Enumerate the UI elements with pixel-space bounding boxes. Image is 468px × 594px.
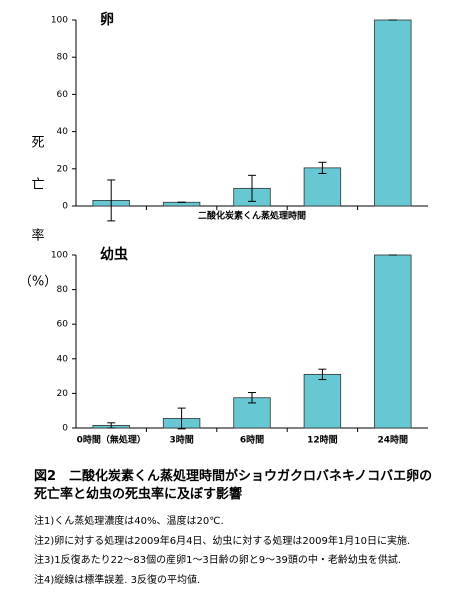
y-tick-label: 60 — [57, 90, 69, 100]
x-tick-label: 3時間 — [169, 434, 193, 446]
y-tick-label: 40 — [57, 127, 69, 137]
error-bar — [248, 174, 256, 202]
y-tick-label: 40 — [57, 354, 69, 364]
y-tick-label: 100 — [51, 16, 68, 26]
note: 注3)1反復あたり22～83個の産卵1～3日齢の卵と9～39頭の中・老齢幼虫を供… — [34, 555, 402, 566]
y-axis-title: （%） — [19, 275, 57, 290]
y-tick-label: 100 — [51, 251, 68, 261]
note: 注2)卵に対する処理は2009年6月4日、幼虫に対する処理は2009年1月10日… — [34, 535, 411, 547]
bar — [303, 167, 342, 207]
panel-title: 卵 — [100, 11, 114, 28]
y-axis-title: 亡 — [31, 178, 44, 193]
error-bar — [318, 161, 327, 174]
error-bar — [318, 368, 327, 381]
y-tick-label: 20 — [57, 164, 69, 174]
error-bar — [177, 407, 186, 430]
y-tick-label: 0 — [62, 424, 68, 434]
panel-title: 幼虫 — [100, 246, 128, 263]
caption: 図2 二酸化炭素くん蒸処理時間がショウガクロバネキノコバエ卵の死亡率と幼虫の死虫… — [34, 469, 433, 502]
y-tick-label: 80 — [57, 53, 69, 63]
x-axis-title: 二酸化炭素くん蒸処理時間 — [198, 210, 306, 222]
bar — [303, 373, 342, 429]
note: 注1)くん蒸処理濃度は40%、温度は20℃. — [34, 516, 224, 527]
y-tick-label: 0 — [62, 202, 68, 212]
x-tick-label: 6時間 — [240, 434, 264, 446]
error-bar — [248, 392, 256, 404]
x-tick-label: 0時間（無処理） — [77, 434, 146, 446]
bar — [374, 19, 412, 207]
y-axis-title: 率 — [31, 228, 44, 244]
x-tick-label: 12時間 — [307, 434, 338, 446]
bar — [162, 201, 201, 207]
x-tick-label: 24時間 — [378, 434, 409, 446]
y-tick-label: 60 — [57, 320, 69, 330]
error-bar — [107, 179, 116, 222]
error-bar — [107, 422, 116, 429]
y-axis-title: 死 — [31, 136, 44, 151]
note: 注4)縦線は標準誤差. 3反復の平均値. — [34, 574, 201, 586]
bar — [374, 254, 412, 429]
y-tick-label: 80 — [57, 285, 69, 295]
y-tick-label: 20 — [57, 389, 69, 399]
